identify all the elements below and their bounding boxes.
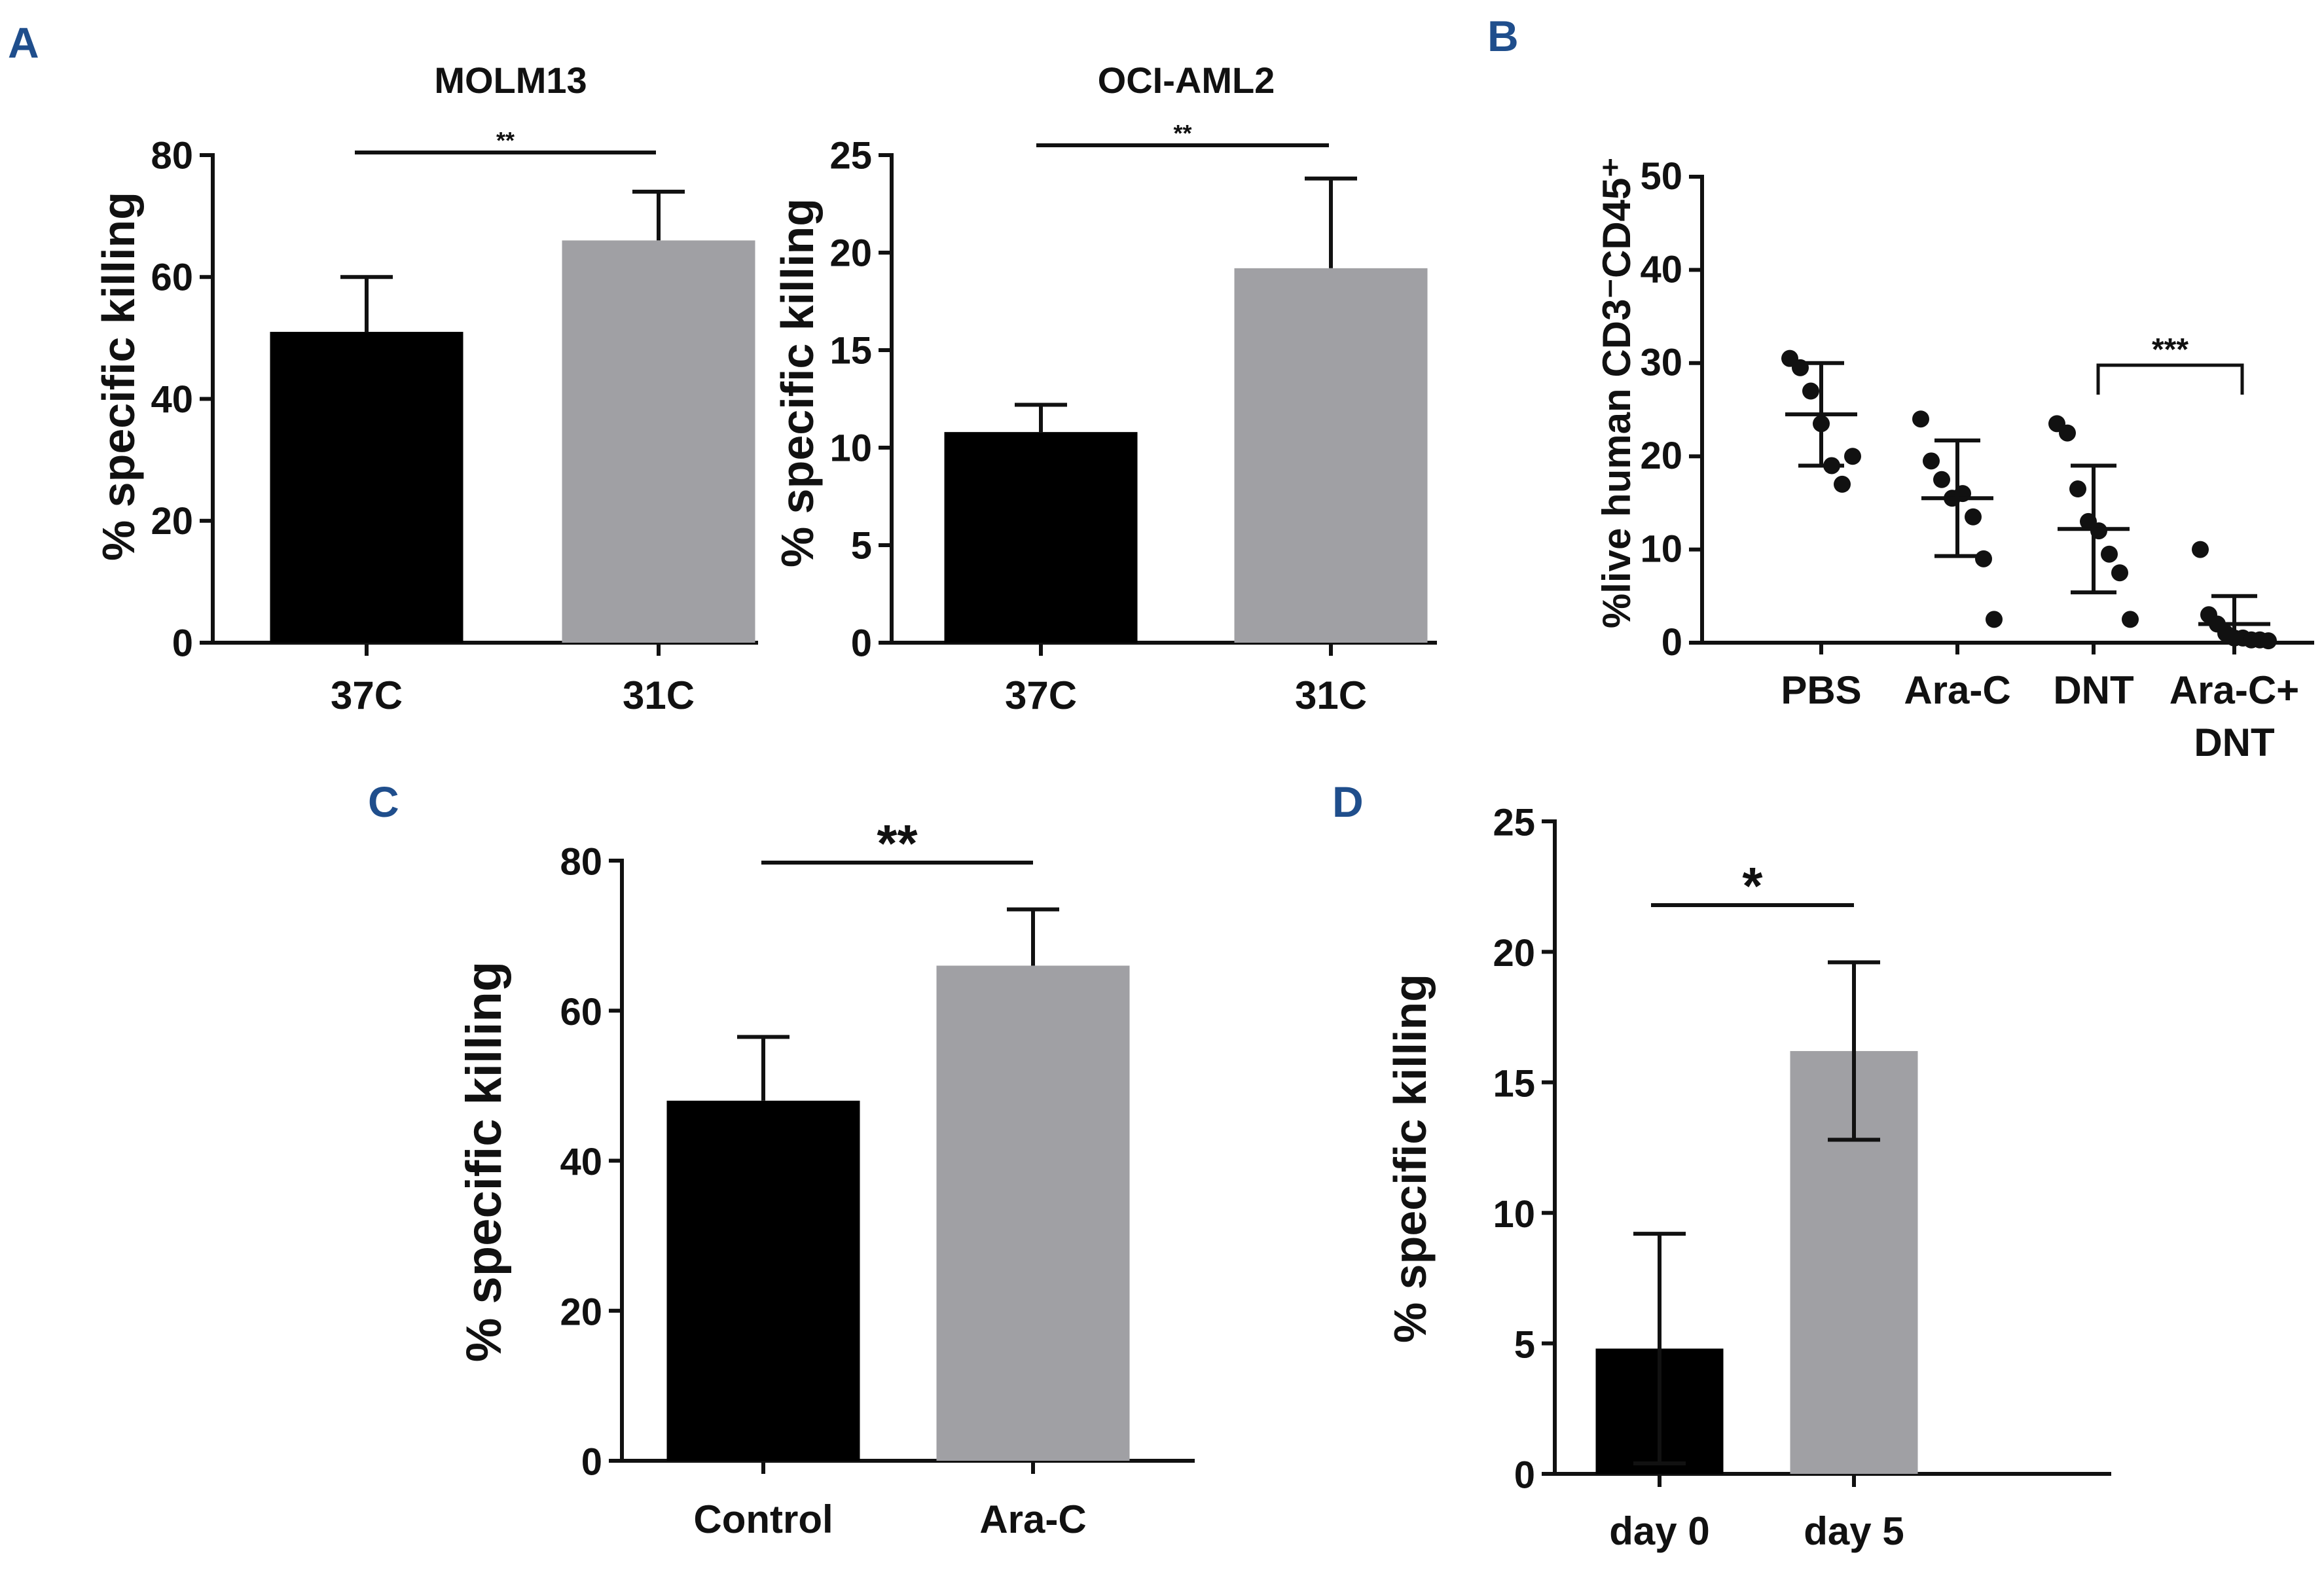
data-point	[1802, 382, 1819, 400]
significance-label: ***	[2152, 332, 2188, 367]
data-point	[2111, 564, 2128, 582]
y-tick-label: 40	[560, 1141, 602, 1183]
data-point	[1933, 471, 1950, 488]
data-point	[1975, 550, 1992, 567]
bar-37c	[270, 332, 463, 643]
y-tick-label: 60	[151, 257, 193, 299]
data-point	[1844, 448, 1861, 465]
data-point	[2122, 611, 2139, 628]
y-tick-label: 30	[1640, 342, 1682, 384]
y-tick-label: 10	[1640, 528, 1682, 571]
chart-control-vs-arac: % specific killing 0 20 40 60 80 Control Ara-C…	[456, 814, 1195, 1541]
y-tick-label: 15	[829, 329, 872, 372]
x-tick-label: Control	[693, 1497, 833, 1541]
y-tick-label: 40	[151, 378, 193, 421]
data-point	[2101, 545, 2118, 563]
y-tick-label: 10	[829, 427, 872, 469]
y-tick-label: 20	[829, 232, 872, 274]
data-point	[1912, 410, 1929, 428]
y-axis-label: % specific killing	[772, 198, 823, 567]
x-tick-label: 31C	[623, 673, 695, 717]
significance-label: **	[877, 814, 918, 872]
bar-control	[666, 1100, 860, 1461]
data-point	[2069, 480, 2086, 498]
significance-label: **	[496, 127, 515, 154]
y-axis-label: % specific killing	[1385, 974, 1436, 1343]
data-point	[2059, 424, 2076, 442]
bar-31c	[562, 240, 755, 643]
y-tick-label: 20	[560, 1291, 602, 1333]
y-tick-label: 5	[851, 524, 872, 567]
y-axis-label: % specific killing	[456, 961, 512, 1362]
plot-area: 0 10 20 30 40 50 PBS Ara-C DNT Ara-C+ DNT ***	[1640, 155, 2314, 764]
chart-cd3-cd45-scatter: %live human CD3⁻CD45⁺ 0 10 20 30 40 50 PBS Ara-…	[1595, 155, 2314, 764]
x-tick-label: day 5	[1804, 1509, 1904, 1553]
y-tick-label: 20	[1640, 435, 1682, 477]
panel-letter-a: A	[8, 18, 39, 67]
y-tick-label: 25	[829, 134, 872, 177]
panel-letter-c: C	[368, 778, 399, 826]
y-tick-label: 15	[1493, 1063, 1535, 1105]
bar-ara-c	[936, 965, 1130, 1461]
y-tick-label: 0	[581, 1441, 602, 1484]
y-axis-label: %live human CD3⁻CD45⁺	[1595, 157, 1639, 628]
x-tick-label: Ara-C	[1904, 668, 2010, 712]
y-tick-label: 0	[851, 622, 872, 664]
x-tick-label: 37C	[1005, 673, 1077, 717]
chart-molm13: MOLM13 % specific killing 0 20 40 60 80 37C 31…	[93, 60, 758, 717]
x-tick-label: day 0	[1609, 1509, 1709, 1553]
data-point	[1965, 508, 1982, 526]
bar-31c	[1234, 268, 1428, 643]
chart-oci-aml2: OCI-AML2 % specific killing 0 5 10 15 20 25 37…	[772, 60, 1437, 717]
y-tick-label: 60	[560, 991, 602, 1033]
x-tick-label: 37C	[331, 673, 403, 717]
y-tick-label: 5	[1514, 1323, 1535, 1366]
significance-label: **	[1173, 120, 1191, 147]
x-tick-label: Ara-C+	[2170, 668, 2299, 712]
x-tick-label: 31C	[1295, 673, 1367, 717]
y-tick-label: 10	[1493, 1193, 1535, 1236]
y-tick-label: 40	[1640, 248, 1682, 291]
panel-letter-b: B	[1487, 12, 1519, 60]
y-tick-label: 0	[1514, 1454, 1535, 1497]
y-tick-label: 80	[151, 134, 193, 177]
plot-area: 0 5 10 15 20 25 37C 31C **	[829, 120, 1437, 717]
data-point	[2260, 632, 2277, 650]
x-tick-label: DNT	[2194, 721, 2274, 764]
chart-title: MOLM13	[434, 60, 587, 101]
plot-area: 0 20 40 60 80 Control Ara-C **	[560, 814, 1195, 1541]
data-point	[1986, 611, 2003, 628]
chart-title: OCI-AML2	[1098, 60, 1275, 101]
data-point	[2192, 541, 2209, 558]
data-point	[1923, 452, 1940, 470]
x-tick-label: Ara-C	[979, 1497, 1086, 1541]
y-tick-label: 0	[172, 622, 193, 664]
bar-37c	[944, 432, 1138, 643]
y-tick-label: 80	[560, 841, 602, 884]
data-point	[1834, 475, 1851, 493]
x-tick-label: PBS	[1781, 668, 1861, 712]
y-tick-label: 50	[1640, 155, 1682, 198]
panel-letter-d: D	[1332, 778, 1364, 826]
plot-area: 0 5 10 15 20 25 day 0 day 5 *	[1493, 802, 2111, 1553]
x-tick-label: DNT	[2053, 668, 2133, 712]
y-tick-label: 25	[1493, 802, 1535, 844]
chart-day0-vs-day5: % specific killing 0 5 10 15 20 25 day 0 day 5 *	[1385, 802, 2111, 1553]
significance-bracket	[2096, 363, 2244, 395]
y-tick-label: 0	[1661, 621, 1682, 664]
y-tick-label: 20	[1493, 932, 1535, 975]
y-axis-label: % specific killing	[93, 192, 144, 561]
plot-area: 0 20 40 60 80 37C 31C **	[151, 127, 758, 717]
significance-label: *	[1742, 857, 1763, 915]
y-tick-label: 20	[151, 500, 193, 543]
